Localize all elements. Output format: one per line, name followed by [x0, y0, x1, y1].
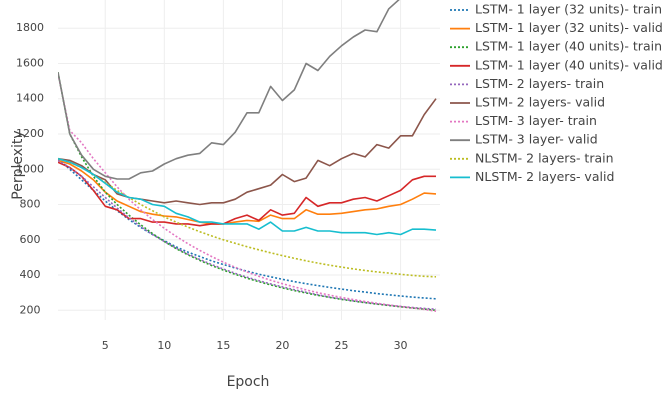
legend-label: LSTM- 2 layers- train — [475, 76, 604, 91]
y-tick-label: 600 — [20, 233, 41, 246]
data-line — [58, 159, 437, 310]
data-line — [58, 159, 437, 225]
x-tick-label: 20 — [275, 339, 289, 352]
legend-label: NLSTM- 2 layers- valid — [475, 169, 614, 184]
x-tick-label: 25 — [335, 339, 349, 352]
x-tick-label: 5 — [102, 339, 109, 352]
legend-label: LSTM- 1 layer (40 units)- train — [475, 39, 662, 54]
x-tick-label: 15 — [216, 339, 230, 352]
legend-label: LSTM- 3 layer- valid — [475, 132, 598, 147]
legend-label: NLSTM- 2 layers- train — [475, 150, 614, 165]
data-line — [58, 157, 437, 278]
y-tick-label: 200 — [20, 303, 41, 316]
legend: LSTM- 1 layer (32 units)- train LSTM- 1 l… — [450, 2, 663, 184]
data-line — [58, 72, 437, 312]
plot-area — [58, 0, 437, 312]
y-tick-label: 400 — [20, 268, 41, 281]
y-tick-label: 1000 — [16, 162, 44, 175]
x-tick-label: 10 — [157, 339, 171, 352]
y-tick-label: 800 — [20, 198, 41, 211]
data-line — [58, 157, 437, 236]
y-tick-label: 1600 — [16, 56, 44, 69]
grid: 200 400 600 800 1000 1200 1400 1600 1800 5 10 15 20 2… — [16, 0, 440, 352]
legend-label: LSTM- 2 layers- valid — [475, 95, 605, 110]
data-line — [58, 98, 437, 206]
y-tick-label: 1200 — [16, 127, 44, 140]
y-tick-label: 1400 — [16, 92, 44, 105]
data-line — [58, 73, 437, 312]
legend-label: LSTM- 3 layer- train — [475, 113, 597, 128]
legend-label: LSTM- 1 layer (40 units)- valid — [475, 57, 663, 72]
legend-label: LSTM- 1 layer (32 units)- valid — [475, 20, 663, 35]
y-axis-title: Perplexity — [10, 130, 26, 199]
data-line — [58, 0, 400, 180]
x-axis-title: Epoch — [227, 374, 270, 390]
x-tick-label: 30 — [394, 339, 408, 352]
legend-label: LSTM- 1 layer (32 units)- train — [475, 2, 662, 17]
y-tick-label: 1800 — [16, 21, 44, 34]
data-line — [58, 161, 436, 227]
